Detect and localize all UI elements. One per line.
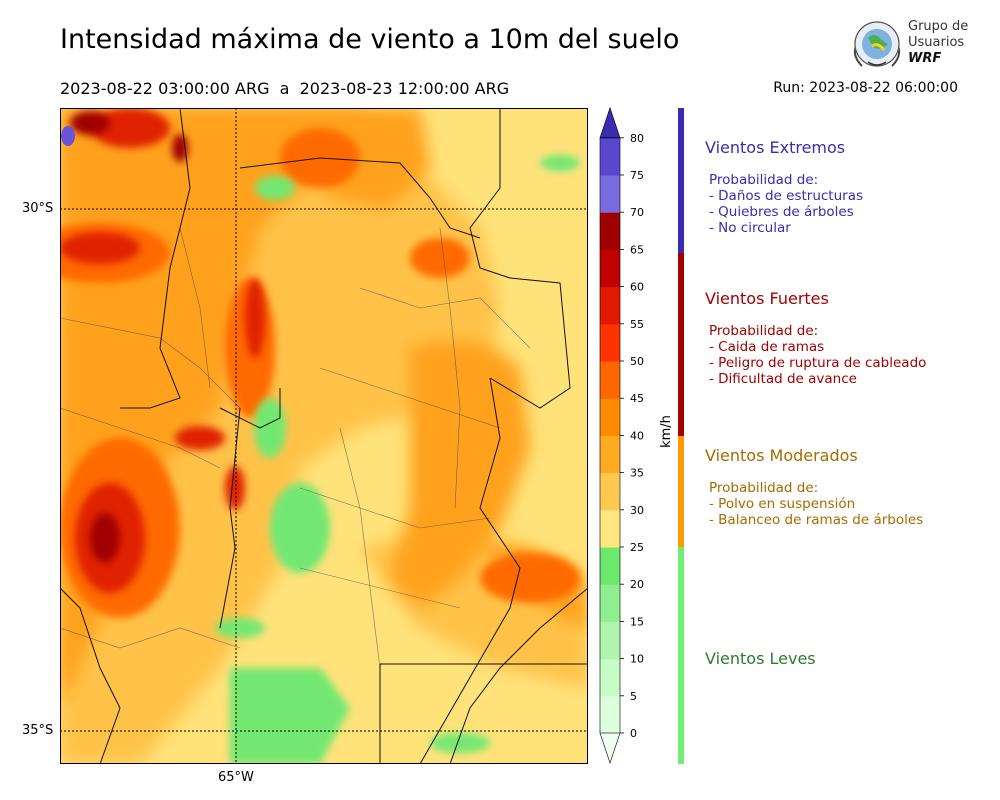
colorbar-segment (600, 323, 620, 362)
colorbar-tick-label: 60 (630, 281, 644, 294)
description-item: - Balanceo de ramas de árboles (709, 512, 924, 528)
map-title: Intensidad máxima de viento a 10m del su… (60, 24, 680, 55)
colorbar-tick-label: 25 (630, 541, 644, 554)
colorbar-segment (600, 361, 620, 399)
category-fuertes: Vientos Fuertes Probabilidad de: - Caida … (678, 253, 988, 436)
description-item: - Caida de ramas (709, 339, 825, 355)
colorbar-tick-label: 75 (630, 169, 644, 182)
colorbar-tick-label: 30 (630, 504, 644, 517)
description-item: - Quiebres de árboles (709, 204, 854, 220)
colorbar: 0 5 10 15 20 25 30 35 40 45 50 55 60 65 70 75 80 (599, 106, 644, 764)
category-leves: Vientos Leves (678, 547, 988, 764)
colorbar-segment (600, 658, 620, 697)
description-heading: Probabilidad de: (709, 480, 819, 496)
colorbar-tick-label: 5 (630, 690, 637, 703)
colorbar-tick-label: 70 (630, 206, 644, 219)
category-color-bar (678, 108, 684, 253)
description-heading: Probabilidad de: (709, 323, 819, 339)
category-title: Vientos Fuertes (705, 289, 829, 308)
description-item: - No circular (709, 220, 791, 236)
category-description: Probabilidad de: - Caida de ramas - Peligr… (709, 323, 926, 387)
colorbar-tick-label: 80 (630, 132, 644, 145)
colorbar-segment (600, 509, 620, 548)
category-moderados: Vientos Moderados Probabilidad de: - Polv… (678, 436, 988, 547)
colorbar-tick-label: 15 (630, 615, 644, 628)
colorbar-tick-label: 45 (630, 392, 644, 405)
category-description: Probabilidad de: - Daños de estructuras - … (709, 172, 863, 236)
category-title: Vientos Extremos (705, 138, 846, 157)
category-color-bar (678, 253, 684, 436)
category-title: Vientos Leves (705, 649, 816, 668)
colorbar-segment (600, 584, 620, 622)
description-item: - Daños de estructuras (709, 188, 864, 204)
colorbar-segment (600, 621, 620, 660)
logo-text-line3: WRF (908, 51, 942, 66)
lat-label-35s: 35°S (22, 723, 54, 738)
lon-label-65w: 65°W (218, 770, 254, 785)
category-color-bar (678, 547, 684, 764)
colorbar-min-extension (599, 732, 621, 764)
colorbar-segment (600, 472, 620, 511)
description-item: - Dificultad de avance (709, 371, 857, 387)
globe-emblem-icon (853, 21, 901, 67)
colorbar-segment (600, 398, 620, 436)
map-frame (60, 108, 588, 764)
wind-map-svg (60, 108, 588, 764)
colorbar-segment (600, 547, 620, 585)
colorbar-segment (600, 212, 620, 250)
wind-map (60, 108, 588, 768)
colorbar-tick-label: 50 (630, 355, 644, 368)
colorbar-segment (600, 695, 620, 734)
category-title: Vientos Moderados (705, 446, 858, 465)
run-time: Run: 2023-08-22 06:00:00 (773, 80, 958, 96)
category-extremos: Vientos Extremos Probabilidad de: - Daños… (678, 108, 988, 253)
logo-text-line2: Usuarios (908, 35, 965, 50)
category-color-bar (678, 436, 684, 547)
forecast-period: 2023-08-22 03:00:00 ARG a 2023-08-23 12:… (60, 79, 510, 98)
logo-text-line1: Grupo de (908, 19, 969, 34)
grupo-usuarios-wrf-logo: Grupo de Usuarios WRF (848, 16, 968, 72)
colorbar-segment (600, 175, 620, 213)
colorbar-segment (600, 435, 620, 474)
description-heading: Probabilidad de: (709, 172, 819, 188)
description-item: - Polvo en suspensión (709, 496, 856, 512)
colorbar-segment (600, 137, 620, 176)
lat-label-30s: 30°S (22, 201, 54, 216)
colorbar-unit: km/h (658, 415, 674, 448)
colorbar-tick-label: 20 (630, 578, 644, 591)
colorbar-tick-label: 35 (630, 467, 644, 480)
colorbar-tick-label: 10 (630, 653, 644, 666)
colorbar-segment (600, 286, 620, 325)
colorbar-tick-label: 55 (630, 318, 644, 331)
colorbar-tick-label: 40 (630, 429, 644, 442)
colorbar-segment (600, 249, 620, 288)
colorbar-max-extension (599, 106, 621, 139)
colorbar-tick-label: 0 (630, 727, 637, 740)
category-description: Probabilidad de: - Polvo en suspensión - B… (709, 480, 923, 528)
description-item: - Peligro de ruptura de cableado (709, 355, 927, 371)
extreme-wind-patch (61, 126, 75, 146)
colorbar-tick-label: 65 (630, 243, 644, 256)
